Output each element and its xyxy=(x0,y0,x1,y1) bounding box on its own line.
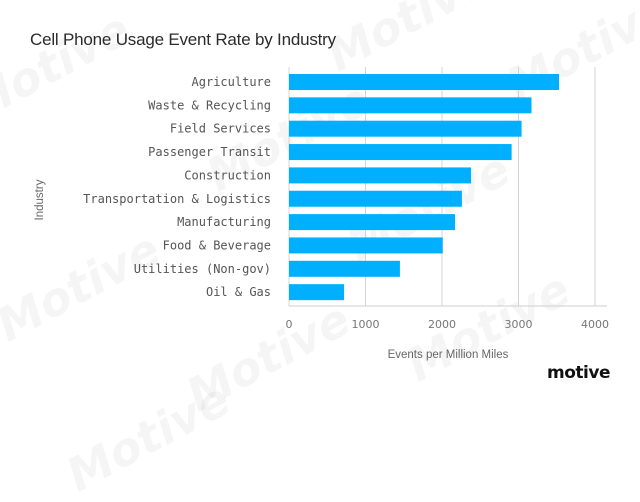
y-axis-title: Industry xyxy=(34,179,46,220)
category-label: Transportation & Logistics xyxy=(83,192,271,206)
category-label: Oil & Gas xyxy=(206,285,271,299)
bar xyxy=(289,284,345,301)
bar xyxy=(289,260,400,277)
bar-chart: Agriculture Waste & Recycling Field Servic… xyxy=(34,67,610,361)
bars xyxy=(289,74,560,301)
bar xyxy=(289,97,532,114)
category-label: Field Services xyxy=(170,122,271,136)
x-tick-label: 1000 xyxy=(352,318,380,331)
x-tick-labels: 0 1000 2000 3000 4000 xyxy=(286,318,610,331)
x-tick-label: 0 xyxy=(286,318,293,331)
bar xyxy=(289,74,560,90)
x-tick-label: 3000 xyxy=(505,318,533,331)
bar xyxy=(289,167,472,184)
x-tick-label: 2000 xyxy=(428,318,456,331)
x-tick-label: 4000 xyxy=(581,318,609,331)
chart-title: Cell Phone Usage Event Rate by Industry xyxy=(30,30,336,49)
x-axis-title: Events per Million Miles xyxy=(388,349,509,361)
category-labels: Agriculture Waste & Recycling Field Servic… xyxy=(83,75,271,299)
bar xyxy=(289,214,456,231)
category-label: Agriculture xyxy=(192,75,271,89)
bar xyxy=(289,190,462,207)
category-label: Construction xyxy=(184,168,271,182)
category-label: Food & Beverage xyxy=(163,238,271,252)
category-label: Utilities (Non-gov) xyxy=(134,262,271,276)
category-label: Manufacturing xyxy=(177,215,271,229)
bar xyxy=(289,120,522,137)
motive-logo: motive xyxy=(547,363,610,383)
bar xyxy=(289,237,443,254)
bar xyxy=(289,144,512,161)
category-label: Passenger Transit xyxy=(148,145,271,159)
category-label: Waste & Recycling xyxy=(148,98,271,112)
